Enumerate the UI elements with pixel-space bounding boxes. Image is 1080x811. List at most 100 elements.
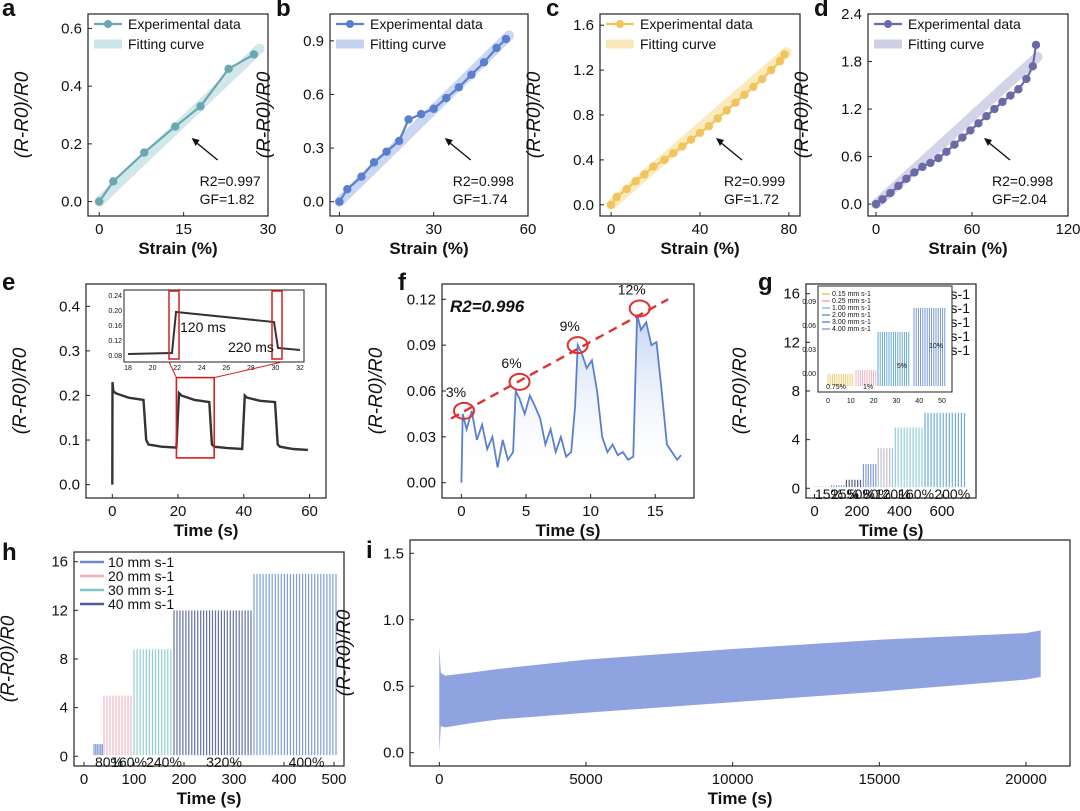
strain-label: 80% [95, 754, 123, 770]
y-tick-label: 1.5 [383, 545, 404, 562]
data-point [886, 188, 895, 198]
strain-cycle-block [877, 448, 893, 488]
experimental-line [875, 44, 1038, 206]
panel-d: 0 60 120 0.0 0.6 1.2 1.8 2.4 Strain (%) (R-R0)/R0… [792, 0, 1080, 258]
x-tick-label: 20000 [1005, 771, 1047, 788]
data-point [357, 172, 366, 181]
strain-cycle-block [924, 412, 966, 488]
strain-cycle-block [845, 479, 862, 488]
inset-x-tick: 10 [847, 398, 855, 405]
inset-cycle-block [913, 308, 946, 386]
y-tick-label: 0.0 [573, 197, 594, 214]
panel-c: 0 40 80 0.0 0.4 0.8 1.2 1.6 Strain (%) (R-R0)/R0 c… [524, 0, 801, 258]
gauge-factor-label: GF=1.72 [724, 191, 779, 207]
legend-marker [346, 20, 354, 28]
fitting-curve [94, 43, 265, 207]
y-tick-label: 12 [51, 602, 68, 619]
zoom-box [175, 376, 216, 459]
data-point [722, 106, 731, 115]
rise-time-label: 120 ms [180, 319, 226, 335]
x-tick-label: 0 [108, 503, 116, 520]
data-point [249, 50, 259, 59]
inset-x-tick: 30 [272, 365, 280, 372]
y-tick-label: 16 [51, 554, 68, 571]
peak-marker [628, 299, 651, 318]
data-point [454, 83, 464, 92]
inset-cycle-block [827, 374, 853, 386]
x-tick-label: 0 [457, 503, 465, 520]
arrow-head [716, 138, 724, 146]
arrow-head [444, 138, 453, 146]
inset-x-tick: 26 [222, 365, 230, 372]
data-point [766, 65, 776, 75]
data-point [1022, 74, 1031, 84]
x-tick-label: 120 [1055, 221, 1080, 238]
data-point [224, 64, 233, 74]
strain-label: 400% [289, 754, 325, 770]
y-tick-label: 1.2 [573, 62, 594, 79]
data-point [982, 111, 991, 121]
response-curve [460, 314, 682, 483]
gauge-factor-label: GF=1.82 [200, 191, 255, 207]
data-point [1031, 40, 1041, 50]
strain-cycle-block [862, 464, 877, 488]
zoom-connector [168, 361, 177, 378]
x-tick-label: 200 [844, 503, 869, 520]
x-axis-label: Time (s) [177, 789, 242, 808]
inset-strain-label: 10% [929, 343, 943, 350]
data-point [612, 192, 621, 202]
inset-y-tick: 0.16 [108, 323, 122, 330]
y-tick-label: 0.0 [61, 194, 82, 211]
strain-cycle-block [103, 695, 132, 756]
y-tick-label: 12 [783, 334, 800, 351]
arrow-head [191, 138, 200, 146]
y-axis-label: (R-R0)/R0 [254, 71, 275, 158]
data-point [109, 177, 118, 186]
y-tick-label: 0.06 [407, 383, 436, 400]
x-tick-label: 0 [607, 221, 615, 238]
panel-a: 0 15 30 0.0 0.2 0.4 0.6 Strain (%) (R-R0)/R0 a Exp… [2, 0, 276, 258]
data-point [974, 119, 983, 128]
inset-x-tick: 30 [893, 398, 901, 405]
annotation-arrow [987, 141, 1011, 161]
inset-cycle-block [855, 370, 877, 386]
y-tick-label: 1.8 [841, 54, 862, 71]
strain-label: 12% [618, 281, 646, 297]
x-tick-label: 600 [929, 503, 954, 520]
data-point [669, 148, 678, 158]
panel-i: 0 5000 10000 15000 20000 0.0 0.5 1.0 1.5 Time (s)… [334, 537, 1071, 808]
strain-label: 200% [934, 486, 970, 502]
data-point [196, 102, 205, 111]
data-point [918, 162, 927, 172]
legend-marker [884, 20, 892, 28]
legend-label-fitting: Fitting curve [370, 36, 446, 52]
data-point [501, 34, 511, 44]
strain-label: 160% [111, 754, 147, 770]
x-tick-label: 60 [301, 503, 318, 520]
legend-label-experimental: Experimental data [908, 16, 1021, 32]
panel-label: a [2, 0, 16, 22]
arrow-head [984, 138, 992, 146]
panel-label: g [758, 269, 773, 296]
x-tick-label: 500 [321, 771, 346, 788]
data-point [731, 98, 740, 107]
legend-label: 40 mm s-1 [108, 596, 174, 612]
x-tick-label: 30 [425, 221, 442, 238]
strain-label: 240% [146, 754, 182, 770]
peak-marker [566, 336, 589, 355]
x-axis-label: Strain (%) [389, 239, 468, 258]
legend-label-experimental: Experimental data [128, 16, 241, 32]
legend-label: 30 mm s-1 [108, 582, 174, 598]
legend-label: 20 mm s-1 [108, 568, 174, 584]
x-tick-label: 80 [781, 221, 798, 238]
strain-label: 25% [831, 486, 859, 502]
data-point [871, 199, 881, 209]
data-point [775, 56, 785, 66]
data-point [926, 158, 935, 168]
axes-frame [87, 13, 269, 217]
x-tick-label: 0 [435, 771, 443, 788]
x-axis-label: Time (s) [859, 521, 924, 540]
y-axis-label: (R-R0)/R0 [792, 71, 813, 158]
inset-strain-label: 5% [897, 363, 907, 370]
panel-f: 0 5 10 15 0.00 0.03 0.06 0.09 0.12 Time (s) (R-R0)… [366, 269, 695, 540]
